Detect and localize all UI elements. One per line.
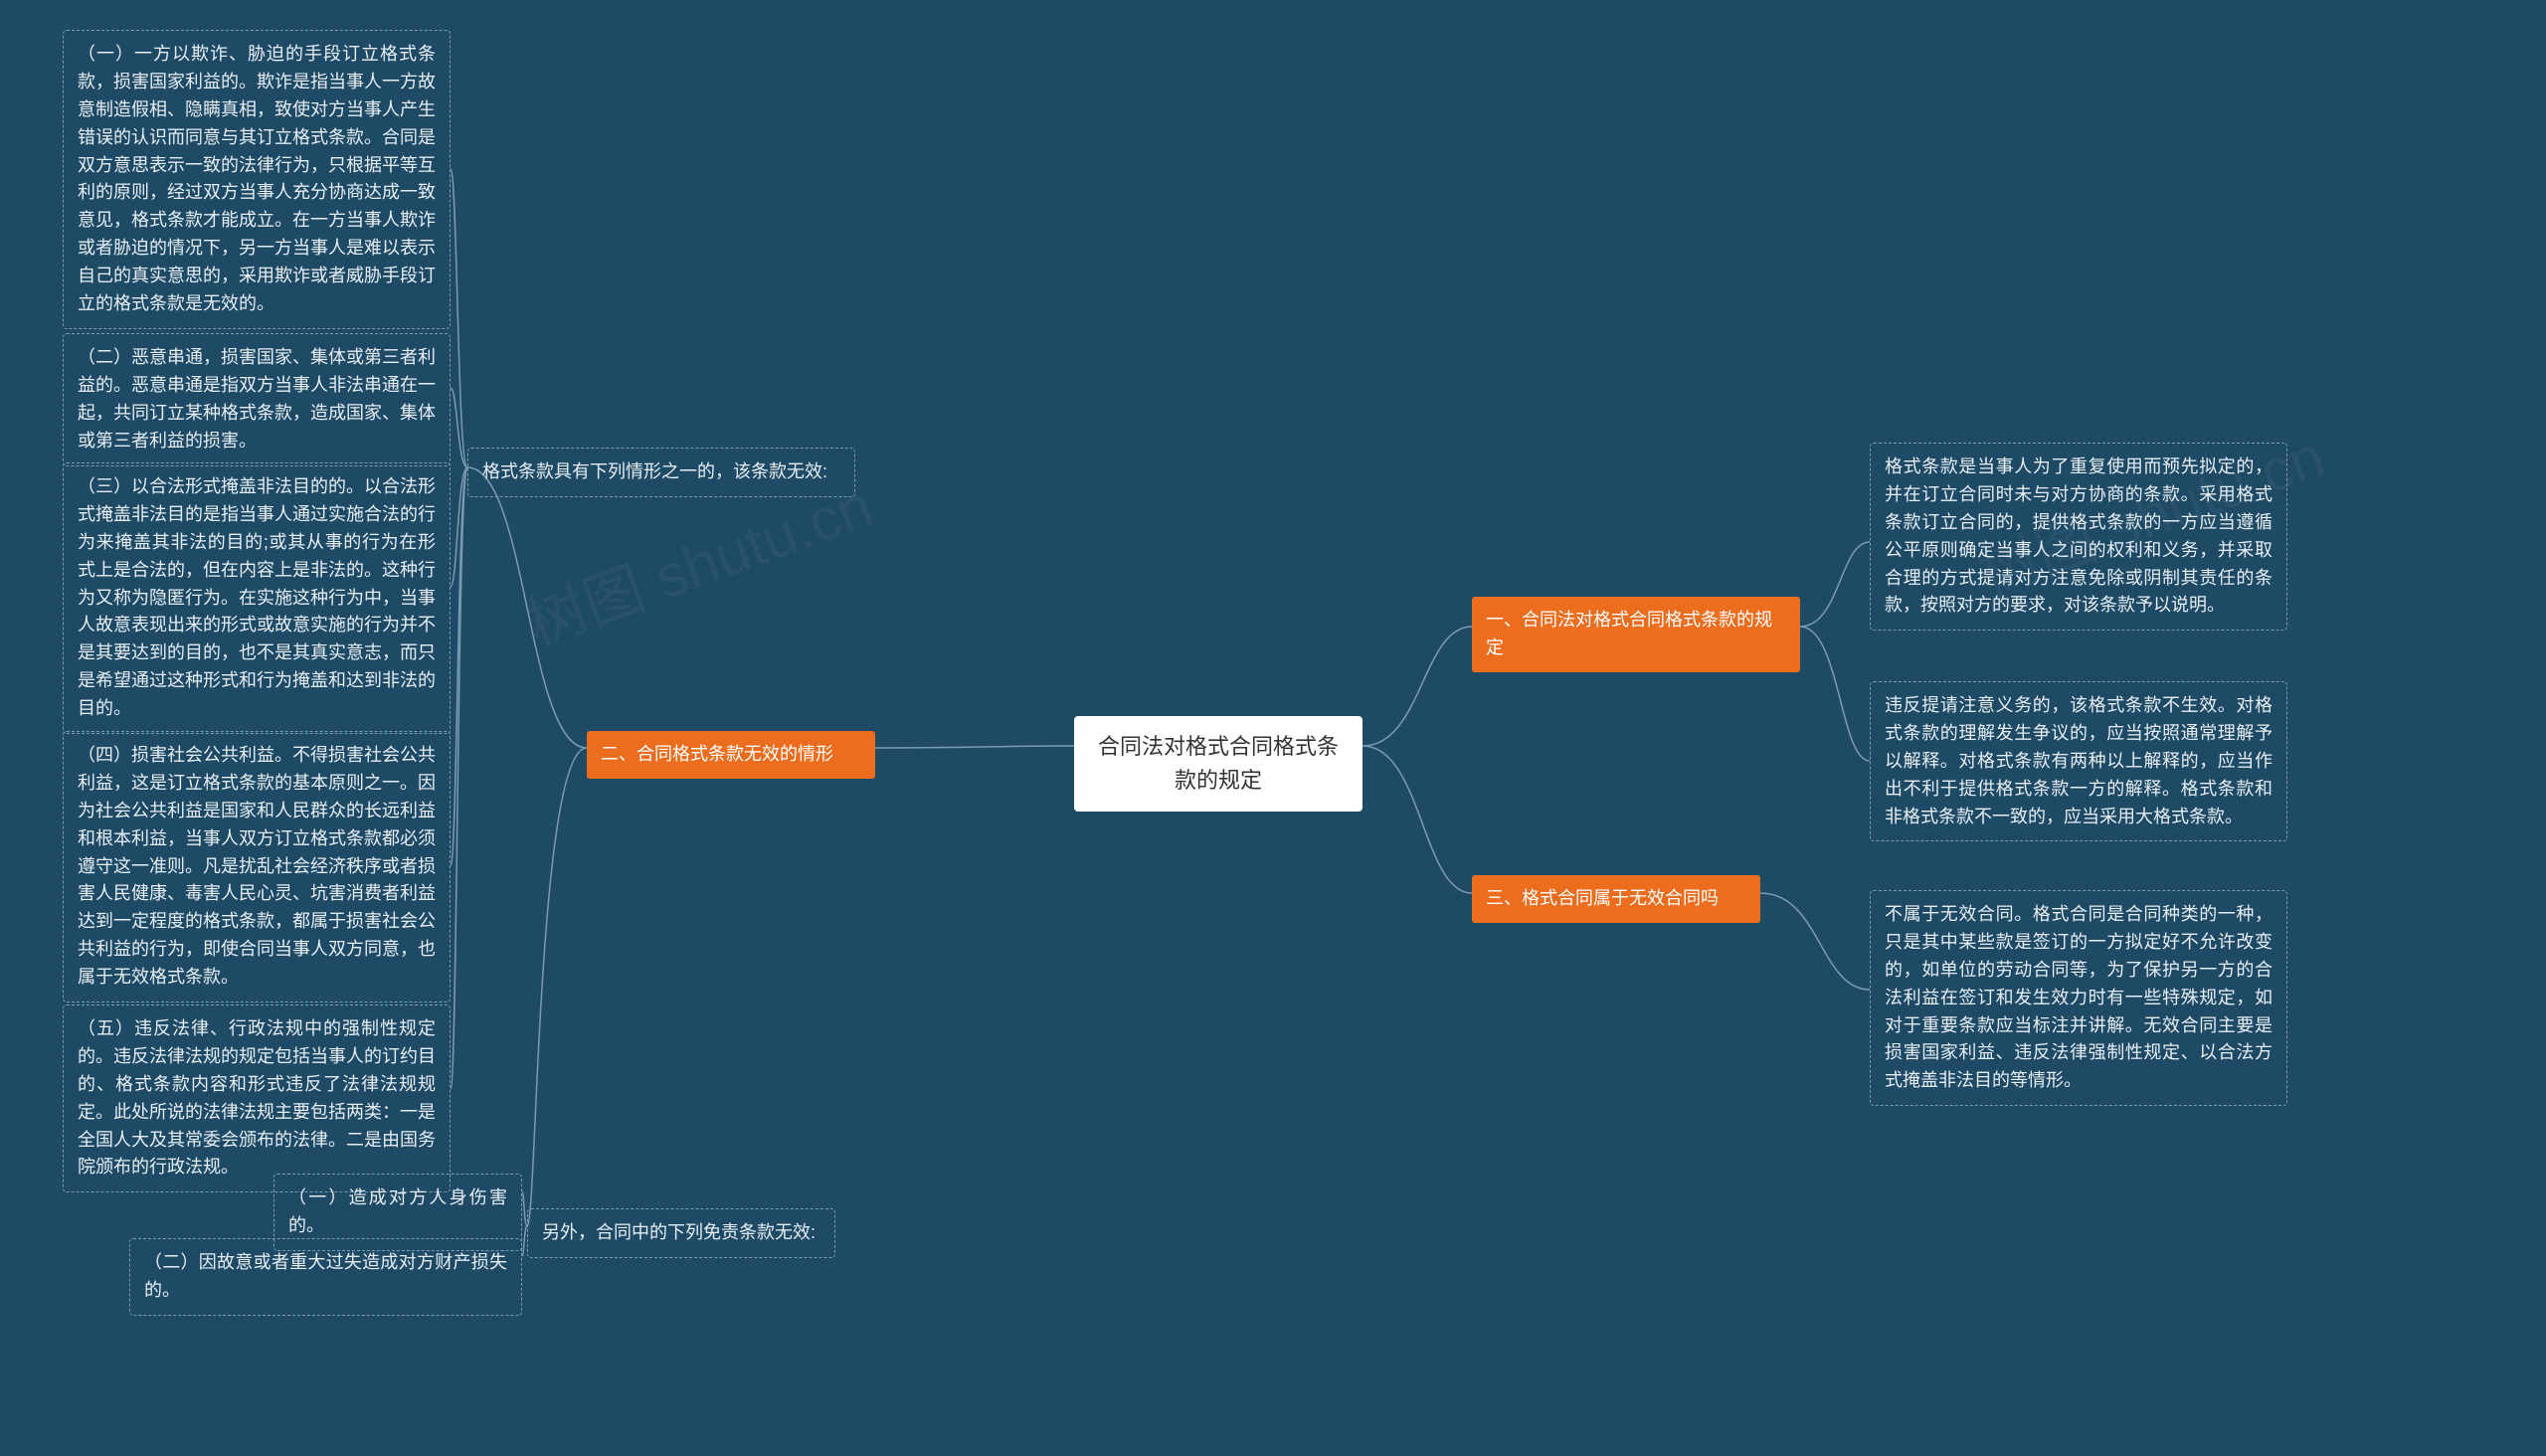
s1-leaf-4: （四）损害社会公共利益。不得损害社会公共利益，这是订立格式条款的基本原则之一。因…: [63, 731, 451, 1002]
branch-2[interactable]: 二、合同格式条款无效的情形: [587, 731, 875, 779]
branch-1-label: 一、合同法对格式合同格式条款的规定: [1486, 610, 1772, 657]
branch-3-leaf-1-text: 不属于无效合同。格式合同是合同种类的一种，只是其中某些款是签订的一方拟定好不允许…: [1885, 904, 2273, 1090]
subnode-2-label: 另外，合同中的下列免责条款无效:: [542, 1222, 816, 1242]
branch-1-leaf-2: 违反提请注意义务的，该格式条款不生效。对格式条款的理解发生争议的，应当按照通常理…: [1870, 681, 2287, 841]
root-node[interactable]: 合同法对格式合同格式条款的规定: [1074, 716, 1363, 812]
s1-leaf-3-text: （三）以合法形式掩盖非法目的的。以合法形式掩盖非法目的是指当事人通过实施合法的行…: [78, 476, 436, 718]
branch-2-label: 二、合同格式条款无效的情形: [601, 744, 833, 764]
s1-leaf-3: （三）以合法形式掩盖非法目的的。以合法形式掩盖非法目的是指当事人通过实施合法的行…: [63, 462, 451, 734]
s1-leaf-5: （五）违反法律、行政法规中的强制性规定的。违反法律法规的规定包括当事人的订约目的…: [63, 1004, 451, 1192]
s1-leaf-2-text: （二）恶意串通，损害国家、集体或第三者利益的。恶意串通是指双方当事人非法串通在一…: [78, 347, 436, 451]
s1-leaf-1: （一）一方以欺诈、胁迫的手段订立格式条款，损害国家利益的。欺诈是指当事人一方故意…: [63, 30, 451, 329]
branch-1[interactable]: 一、合同法对格式合同格式条款的规定: [1472, 597, 1800, 672]
s1-leaf-4-text: （四）损害社会公共利益。不得损害社会公共利益，这是订立格式条款的基本原则之一。因…: [78, 745, 436, 987]
branch-3[interactable]: 三、格式合同属于无效合同吗: [1472, 875, 1760, 923]
s1-leaf-5-text: （五）违反法律、行政法规中的强制性规定的。违反法律法规的规定包括当事人的订约目的…: [78, 1018, 436, 1177]
s1-leaf-2: （二）恶意串通，损害国家、集体或第三者利益的。恶意串通是指双方当事人非法串通在一…: [63, 333, 451, 466]
s2-leaf-2-text: （二）因故意或者重大过失造成对方财产损失的。: [144, 1252, 507, 1300]
s1-leaf-1-text: （一）一方以欺诈、胁迫的手段订立格式条款，损害国家利益的。欺诈是指当事人一方故意…: [78, 44, 436, 313]
subnode-2[interactable]: 另外，合同中的下列免责条款无效:: [527, 1208, 835, 1258]
branch-1-leaf-1: 格式条款是当事人为了重复使用而预先拟定的，并在订立合同时未与对方协商的条款。采用…: [1870, 443, 2287, 631]
branch-3-label: 三、格式合同属于无效合同吗: [1486, 888, 1719, 908]
s2-leaf-1-text: （一）造成对方人身伤害的。: [288, 1187, 507, 1235]
subnode-1-label: 格式条款具有下列情形之一的，该条款无效:: [482, 461, 827, 481]
branch-3-leaf-1: 不属于无效合同。格式合同是合同种类的一种，只是其中某些款是签订的一方拟定好不允许…: [1870, 890, 2287, 1106]
branch-1-leaf-2-text: 违反提请注意义务的，该格式条款不生效。对格式条款的理解发生争议的，应当按照通常理…: [1885, 695, 2273, 826]
subnode-1[interactable]: 格式条款具有下列情形之一的，该条款无效:: [467, 448, 855, 497]
s2-leaf-2: （二）因故意或者重大过失造成对方财产损失的。: [129, 1238, 522, 1316]
root-label: 合同法对格式合同格式条款的规定: [1098, 734, 1339, 793]
branch-1-leaf-1-text: 格式条款是当事人为了重复使用而预先拟定的，并在订立合同时未与对方协商的条款。采用…: [1885, 456, 2273, 615]
